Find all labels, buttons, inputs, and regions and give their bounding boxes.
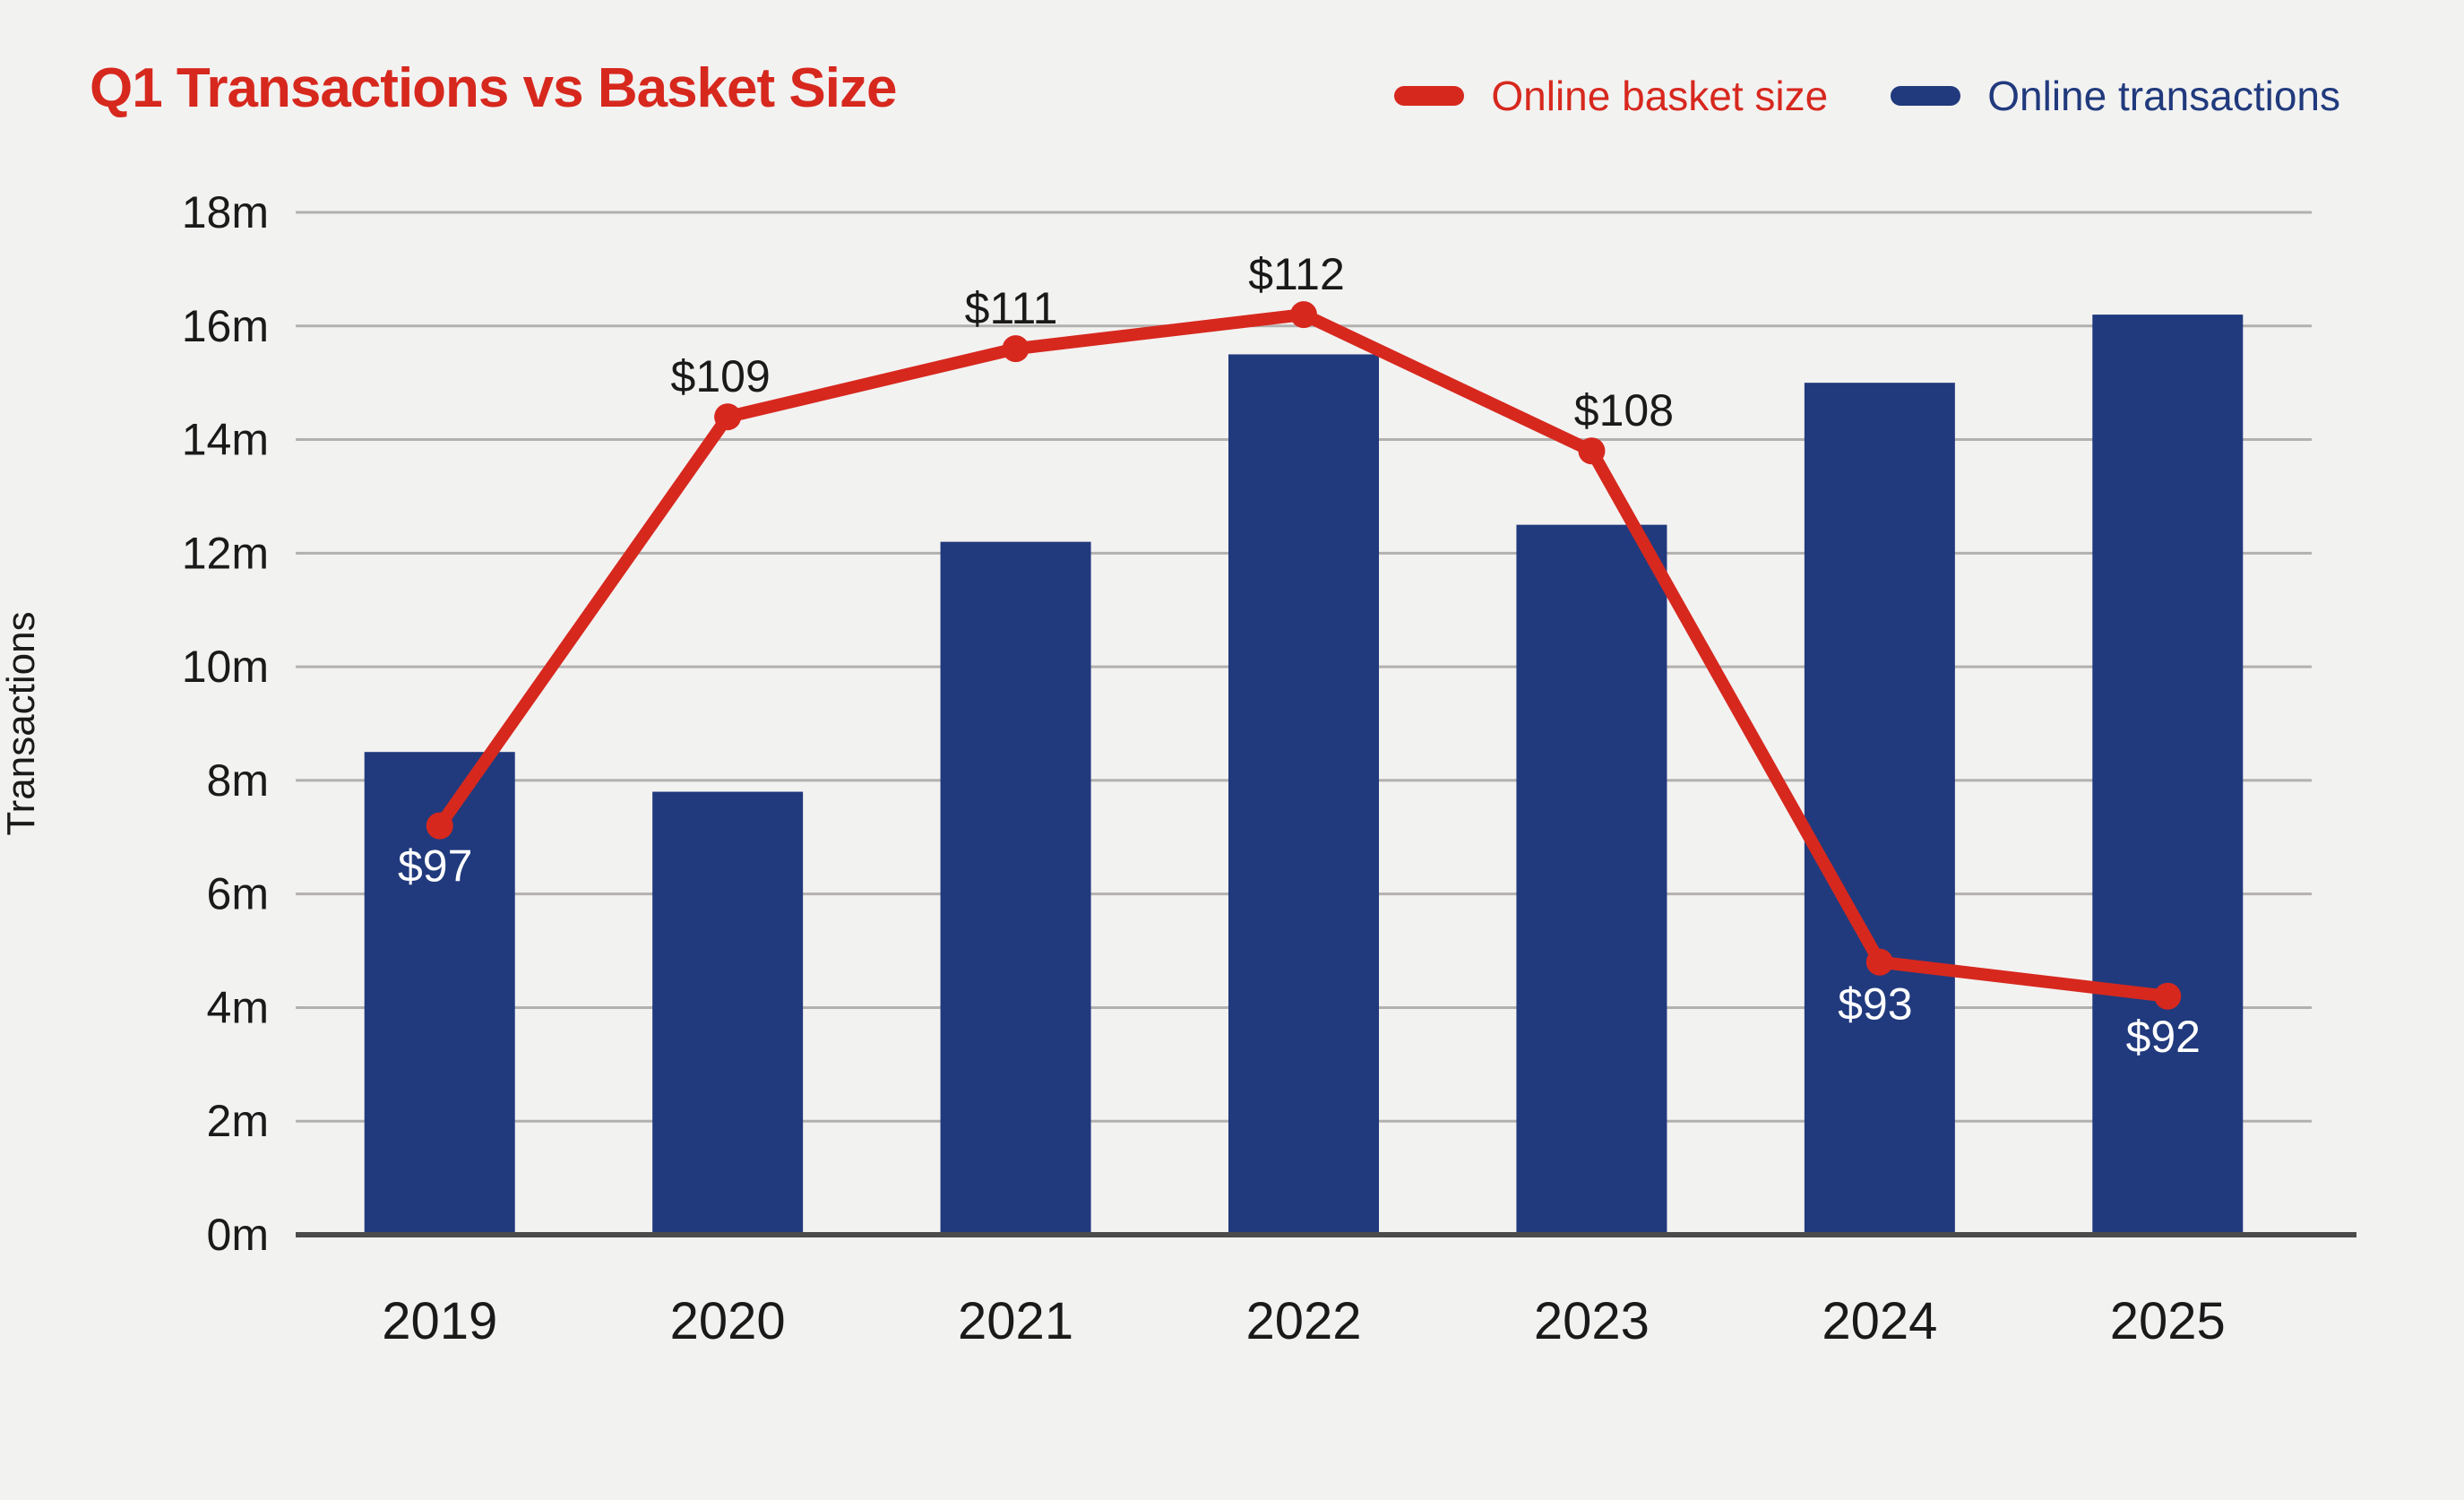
line-point-2024	[1865, 948, 1893, 976]
y-tick-0m: 0m	[207, 1210, 269, 1260]
point-label-2021: $111	[965, 283, 1058, 333]
bar-2021	[940, 541, 1091, 1235]
transactions-bar-swatch	[1891, 86, 1961, 106]
bar-2025	[2092, 315, 2244, 1236]
legend-item-transactions[interactable]: Online transactions	[1891, 75, 2340, 116]
legend: Online basket size Online transactions	[1394, 69, 2340, 123]
x-tick-2019: 2019	[382, 1292, 497, 1350]
legend-item-basket-size[interactable]: Online basket size	[1394, 75, 1828, 116]
y-axis-title: Transactions	[0, 611, 43, 835]
line-point-2020	[714, 403, 742, 431]
line-point-2019	[426, 812, 453, 840]
y-tick-18m: 18m	[182, 187, 269, 237]
y-tick-16m: 16m	[182, 301, 269, 351]
point-label-2019: $97	[398, 841, 472, 892]
bar-2024	[1804, 383, 1955, 1236]
chart-title: Q1 Transactions vs Basket Size	[90, 57, 897, 119]
line-point-2025	[2154, 982, 2182, 1010]
point-label-2024: $93	[1838, 979, 1912, 1030]
y-tick-8m: 8m	[207, 755, 269, 806]
point-label-2023: $108	[1574, 385, 1674, 435]
x-tick-2022: 2022	[1245, 1292, 1361, 1350]
line-point-2022	[1290, 301, 1317, 329]
y-tick-14m: 14m	[182, 415, 269, 465]
point-label-2025: $92	[2126, 1012, 2201, 1062]
y-tick-2m: 2m	[207, 1096, 269, 1146]
point-label-2022: $112	[1248, 249, 1345, 299]
y-tick-10m: 10m	[182, 642, 269, 692]
legend-label-basket-size: Online basket size	[1491, 73, 1829, 119]
x-tick-2024: 2024	[1822, 1292, 1937, 1350]
y-tick-4m: 4m	[207, 982, 269, 1032]
bar-2023	[1516, 524, 1667, 1235]
x-tick-2021: 2021	[958, 1292, 1073, 1350]
line-point-2021	[1002, 335, 1030, 363]
x-tick-2023: 2023	[1534, 1292, 1650, 1350]
y-tick-6m: 6m	[207, 869, 269, 919]
legend-label-transactions: Online transactions	[1987, 73, 2340, 119]
x-tick-2020: 2020	[670, 1292, 786, 1350]
bar-2020	[652, 791, 804, 1235]
y-tick-12m: 12m	[182, 528, 269, 578]
point-label-2020: $109	[671, 351, 771, 401]
x-tick-2025: 2025	[2110, 1292, 2226, 1350]
basket-size-line-swatch	[1394, 86, 1465, 106]
line-point-2023	[1578, 437, 1606, 465]
bar-2022	[1228, 354, 1379, 1235]
